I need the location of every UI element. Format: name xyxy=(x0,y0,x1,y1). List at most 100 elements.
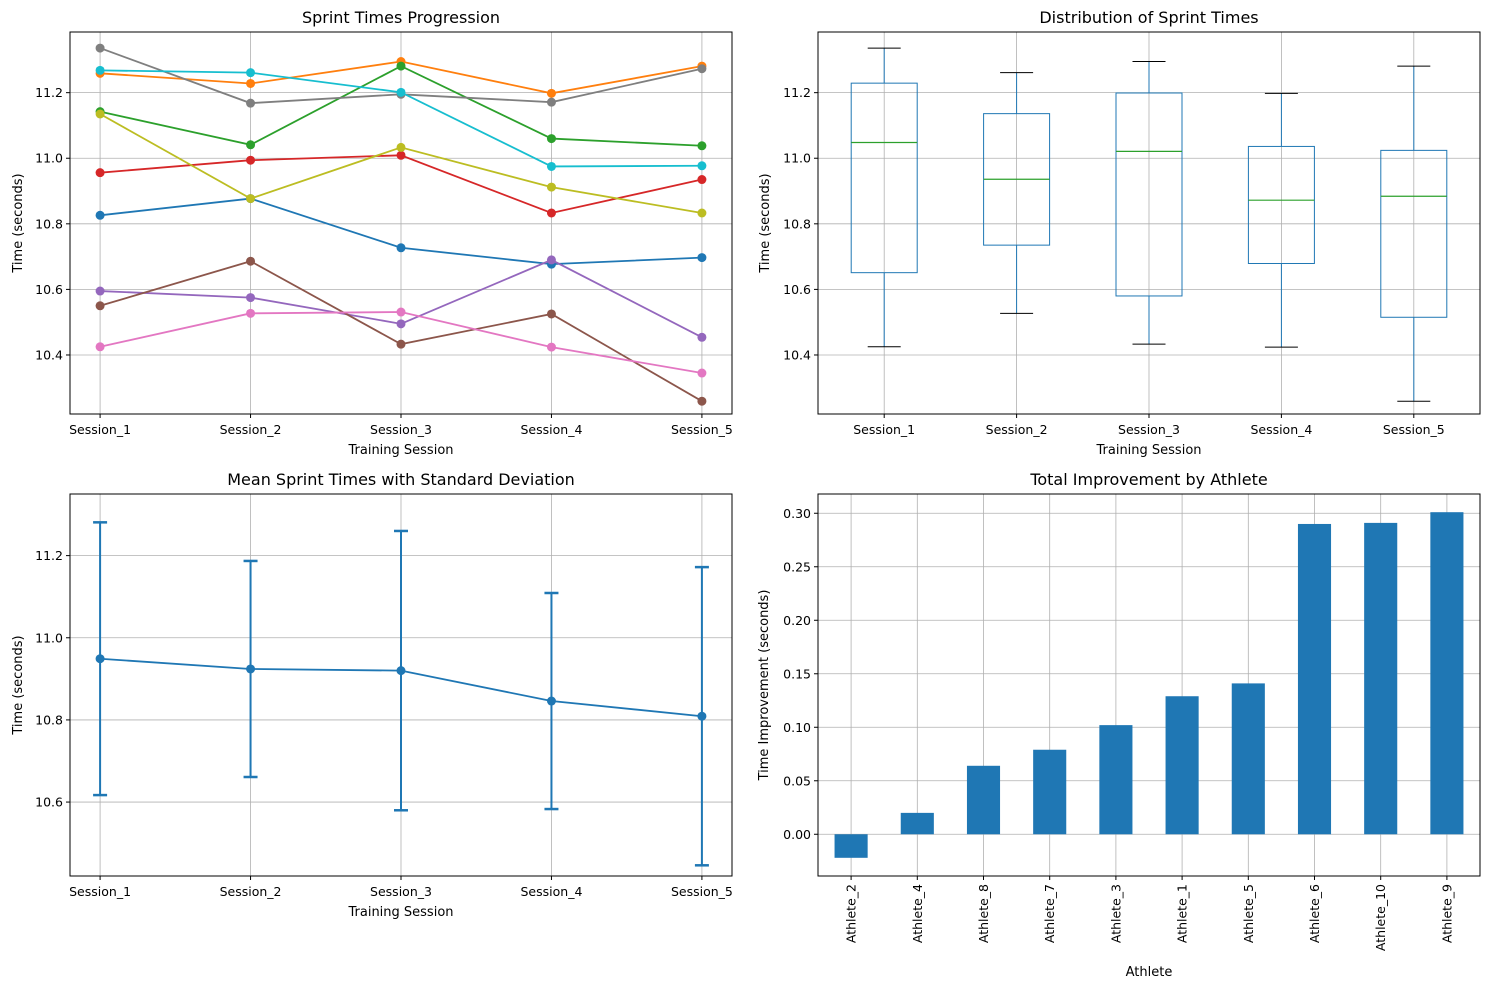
axes-frame xyxy=(817,493,1481,877)
box-iqr xyxy=(1380,149,1448,318)
data-point xyxy=(396,319,406,329)
bar xyxy=(900,812,934,835)
data-point xyxy=(697,396,707,406)
x-tick-label: Athlete_4 xyxy=(910,884,925,943)
x-axis-label: Training Session xyxy=(1095,443,1201,458)
data-point xyxy=(95,342,105,352)
y-tick-label: 0.10 xyxy=(783,720,811,735)
x-tick-label: Session_2 xyxy=(220,884,282,899)
data-point xyxy=(546,309,556,319)
x-axis-label: Athlete xyxy=(1126,965,1173,980)
y-tick-label: 10.4 xyxy=(783,347,811,362)
data-point xyxy=(546,182,556,192)
x-tick-label: Session_3 xyxy=(370,884,432,899)
x-tick-label: Session_3 xyxy=(1118,422,1180,437)
x-tick-label: Session_1 xyxy=(69,422,131,437)
line-chart-sprint-progression: Sprint Times Progression 10.4 10.6 10.8 11.0… xyxy=(11,8,733,458)
y-tick-label: 10.8 xyxy=(35,216,63,231)
y-axis-label: Time Improvement (seconds) xyxy=(757,590,772,782)
bar xyxy=(966,765,1001,835)
data-point xyxy=(246,155,256,165)
data-point xyxy=(546,88,556,98)
data-point xyxy=(246,194,256,204)
data-point xyxy=(396,150,406,160)
x-tick-label: Session_1 xyxy=(853,422,915,437)
x-axis-label: Training Session xyxy=(347,443,453,458)
data-point xyxy=(246,68,256,78)
data-point xyxy=(396,307,406,317)
x-tick-label: Athlete_3 xyxy=(1108,884,1123,943)
data-point xyxy=(697,161,707,171)
data-point xyxy=(246,78,256,88)
x-tick-label: Session_4 xyxy=(1250,422,1312,437)
data-point xyxy=(246,293,256,303)
axes-frame xyxy=(69,493,733,877)
y-tick-label: 11.0 xyxy=(783,151,811,166)
x-axis-label: Training Session xyxy=(347,905,453,920)
y-tick-label: 11.2 xyxy=(35,85,63,100)
data-point xyxy=(546,255,556,265)
y-tick-label: 11.0 xyxy=(35,151,63,166)
mean-point xyxy=(697,711,707,721)
x-tick-label: Athlete_8 xyxy=(976,884,991,943)
y-tick-label: 10.8 xyxy=(35,712,63,727)
data-point xyxy=(246,256,256,266)
x-tick-label: Athlete_6 xyxy=(1307,884,1322,943)
bar xyxy=(1297,523,1332,835)
y-tick-label: 0.05 xyxy=(783,773,811,788)
bar xyxy=(834,834,868,858)
y-tick-label: 0.15 xyxy=(783,666,811,681)
chart-title: Mean Sprint Times with Standard Deviatio… xyxy=(227,470,575,489)
x-tick-label: Athlete_2 xyxy=(844,884,859,943)
chart-title: Sprint Times Progression xyxy=(302,8,500,27)
data-point xyxy=(697,175,707,185)
mean-point xyxy=(396,666,406,676)
y-tick-label: 10.6 xyxy=(35,795,63,810)
y-axis-label: Time (seconds) xyxy=(758,173,773,273)
data-point xyxy=(546,342,556,352)
x-tick-label: Athlete_9 xyxy=(1439,884,1454,943)
x-tick-label: Athlete_5 xyxy=(1241,884,1256,943)
box-plot-sprint-distribution: Distribution of Sprint Times 10.4 10.6 10.8… xyxy=(758,8,1481,458)
data-point xyxy=(396,339,406,349)
data-point xyxy=(95,43,105,53)
chart-title: Total Improvement by Athlete xyxy=(1029,470,1267,489)
x-tick-label: Athlete_10 xyxy=(1373,884,1388,951)
y-tick-label: 10.6 xyxy=(35,282,63,297)
bar xyxy=(1033,749,1067,835)
x-tick-label: Athlete_7 xyxy=(1042,884,1057,943)
x-tick-label: Athlete_1 xyxy=(1175,884,1190,943)
x-tick-label: Session_2 xyxy=(986,422,1048,437)
bar xyxy=(1364,522,1398,835)
box-iqr xyxy=(1247,145,1315,264)
y-tick-label: 11.2 xyxy=(35,548,63,563)
data-point xyxy=(95,65,105,75)
x-tick-label: Session_4 xyxy=(521,884,583,899)
mean-point xyxy=(95,654,105,664)
data-point xyxy=(396,87,406,97)
axes-frame xyxy=(69,31,733,415)
box-iqr xyxy=(1115,92,1183,297)
errorbar-chart-mean-sprint: Mean Sprint Times with Standard Deviatio… xyxy=(11,470,733,920)
bar xyxy=(1430,512,1464,835)
data-point xyxy=(246,98,256,108)
data-point xyxy=(246,308,256,318)
x-tick-label: Session_5 xyxy=(671,422,733,437)
data-point xyxy=(95,286,105,296)
bar xyxy=(1231,683,1265,835)
data-point xyxy=(697,208,707,218)
box-iqr xyxy=(850,82,918,274)
data-point xyxy=(697,368,707,378)
data-point xyxy=(697,332,707,342)
data-point xyxy=(396,61,406,71)
data-point xyxy=(95,210,105,220)
chart-title: Distribution of Sprint Times xyxy=(1039,8,1258,27)
data-point xyxy=(546,134,556,144)
y-tick-label: 10.6 xyxy=(783,282,811,297)
y-tick-label: 11.0 xyxy=(35,630,63,645)
x-tick-label: Session_5 xyxy=(1383,422,1445,437)
data-point xyxy=(697,64,707,74)
y-axis-label: Time (seconds) xyxy=(11,173,26,273)
y-tick-label: 0.20 xyxy=(783,613,811,628)
